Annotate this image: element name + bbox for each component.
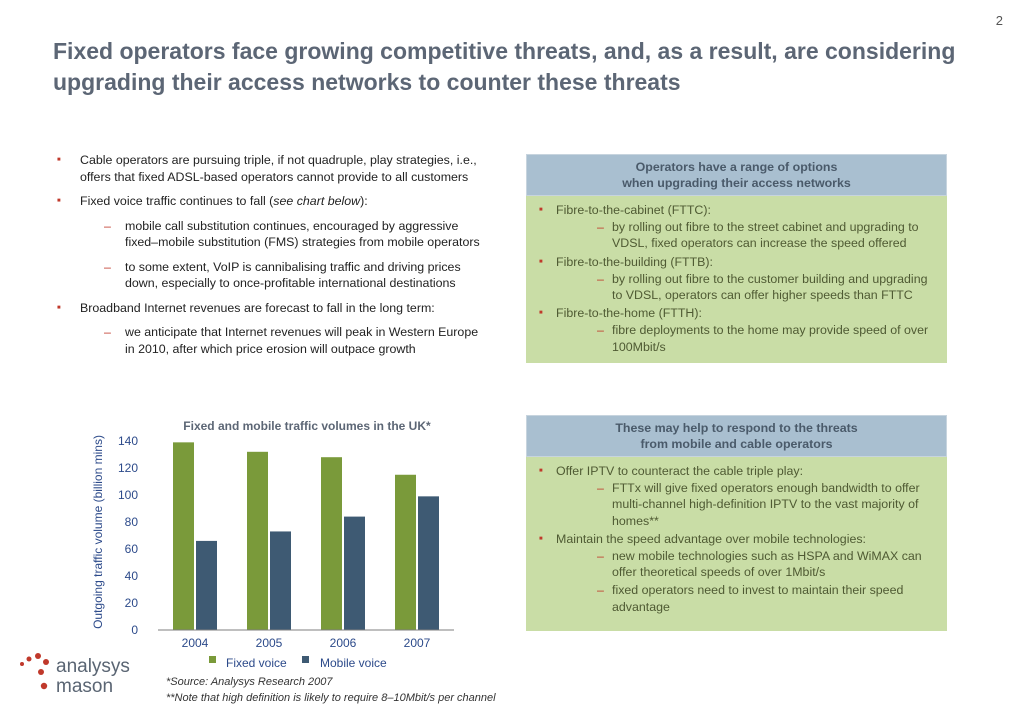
threats-box: These may help to respond to the threats… [526, 415, 947, 631]
chart-title: Fixed and mobile traffic volumes in the … [183, 419, 431, 433]
bar-mobile-voice-2005 [270, 531, 291, 630]
logo-dot [38, 669, 44, 675]
legend: Fixed voice Mobile voice [209, 656, 387, 670]
x-tick-label: 2006 [330, 636, 357, 650]
logo-dot [43, 659, 49, 665]
logo-word-mason: mason [56, 676, 113, 697]
y-axis-label: Outgoing traffic volume (billion mins) [91, 435, 105, 629]
bars [173, 442, 439, 630]
y-tick-label: 100 [118, 488, 138, 502]
bar-mobile-voice-2006 [344, 516, 365, 630]
sub-bullet-fttx: FTTx will give fixed operators enough ba… [536, 480, 937, 529]
bullet-fttc: Fibre-to-the-cabinet (FTTC): [536, 202, 937, 218]
y-tick-label: 20 [125, 596, 139, 610]
x-tick-label: 2004 [182, 636, 209, 650]
y-tick-label: 140 [118, 434, 138, 448]
legend-swatch-fixed-voice [209, 656, 216, 663]
header-line: from mobile and cable operators [640, 437, 833, 451]
traffic-chart: Fixed and mobile traffic volumes in the … [91, 419, 454, 670]
logo-dot [40, 682, 48, 690]
logo-dot [35, 653, 41, 659]
y-tick-label: 80 [125, 515, 139, 529]
options-box: Operators have a range of options when u… [526, 154, 947, 363]
legend-label-fixed-voice: Fixed voice [226, 656, 287, 670]
logo-dot [20, 662, 24, 666]
x-tick-label: 2005 [256, 636, 283, 650]
sub-bullet-invest: fixed operators need to invest to mainta… [536, 582, 937, 614]
sub-bullet-fttc: by rolling out fibre to the street cabin… [536, 219, 937, 251]
options-box-body: Fibre-to-the-cabinet (FTTC): by rolling … [526, 196, 947, 363]
options-box-header: Operators have a range of options when u… [526, 154, 947, 196]
bar-fixed-voice-2004 [173, 442, 194, 630]
sub-bullet-mobile-substitution: mobile call substitution continues, enco… [56, 218, 486, 251]
x-tick-label: 2007 [404, 636, 431, 650]
sub-bullet-ftth: fibre deployments to the home may provid… [536, 322, 937, 354]
analysys-mason-logo: analysys mason [20, 653, 130, 697]
y-tick-label: 0 [131, 623, 138, 637]
bullet-text: Fixed voice traffic continues to fall ( [80, 194, 274, 208]
bar-fixed-voice-2006 [321, 457, 342, 630]
page-number: 2 [995, 13, 1003, 28]
hd-note: **Note that high definition is likely to… [166, 692, 496, 704]
bullet-text-end: ): [360, 194, 368, 208]
source-note: *Source: Analysys Research 2007 [166, 676, 333, 688]
sub-bullet-mobile-tech: new mobile technologies such as HSPA and… [536, 548, 937, 580]
threats-box-body: Offer IPTV to counteract the cable tripl… [526, 457, 947, 631]
bullet-iptv: Offer IPTV to counteract the cable tripl… [536, 463, 937, 479]
bullet-broadband: Broadband Internet revenues are forecast… [56, 300, 486, 317]
y-tick-label: 60 [125, 542, 139, 556]
sub-bullet-fttb: by rolling out fibre to the customer bui… [536, 271, 937, 303]
footnotes: *Source: Analysys Research 2007 **Note t… [166, 674, 496, 706]
bullet-fixed-voice: Fixed voice traffic continues to fall (s… [56, 193, 486, 210]
threats-box-header: These may help to respond to the threats… [526, 415, 947, 457]
bullet-ftth: Fibre-to-the-home (FTTH): [536, 305, 937, 321]
sub-bullet-internet-revenues: we anticipate that Internet revenues wil… [56, 324, 486, 357]
header-line: Operators have a range of options [635, 160, 838, 174]
page-title: Fixed operators face growing competitive… [53, 38, 956, 95]
logo-dot [26, 656, 32, 662]
legend-label-mobile-voice: Mobile voice [320, 656, 387, 670]
header-line: when upgrading their access networks [622, 176, 851, 190]
bar-mobile-voice-2004 [196, 540, 217, 630]
legend-swatch-mobile-voice [302, 656, 309, 663]
bullet-cable-operators: Cable operators are pursuing triple, if … [56, 152, 486, 185]
y-tick-label: 40 [125, 569, 139, 583]
header-line: These may help to respond to the threats [615, 421, 858, 435]
sub-bullet-voip: to some extent, VoIP is cannibalising tr… [56, 259, 486, 292]
left-bullets: Cable operators are pursuing triple, if … [56, 152, 486, 365]
y-tick-label: 120 [118, 461, 138, 475]
y-axis-ticks: 0 20 40 60 80 100 120 140 [118, 434, 138, 637]
bar-fixed-voice-2007 [395, 474, 416, 630]
bullet-speed-advantage: Maintain the speed advantage over mobile… [536, 531, 937, 547]
bullet-fttb: Fibre-to-the-building (FTTB): [536, 254, 937, 270]
bullet-italic-ref: see chart below [273, 194, 361, 208]
bar-fixed-voice-2005 [247, 451, 268, 630]
x-axis-ticks: 2004 2005 2006 2007 [182, 636, 431, 650]
bar-mobile-voice-2007 [418, 496, 439, 630]
logo-word-analysys: analysys [56, 656, 130, 677]
